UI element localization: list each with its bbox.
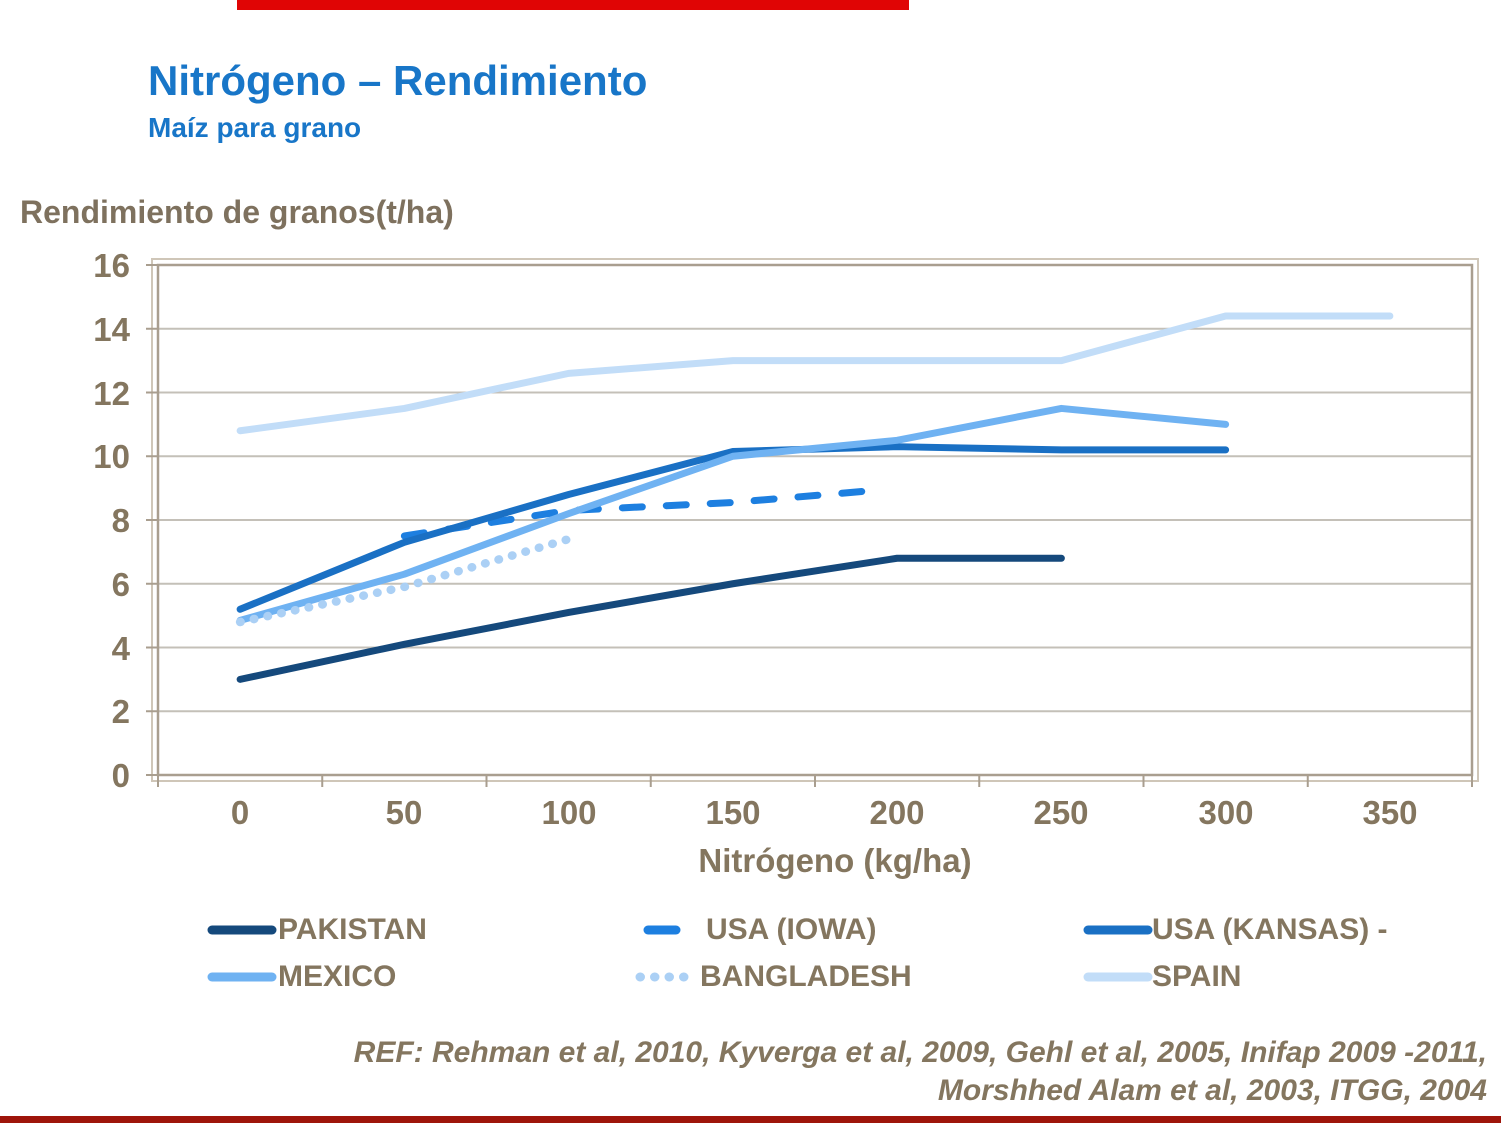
legend-item-usa-iowa: USA (IOWA) bbox=[706, 913, 877, 946]
y-tick-label: 0 bbox=[111, 757, 130, 794]
legend-item-mexico: MEXICO bbox=[278, 960, 397, 993]
y-tick-label: 4 bbox=[111, 630, 130, 667]
y-tick-label: 16 bbox=[93, 247, 130, 284]
y-axis-title: Rendimiento de granos(t/ha) bbox=[20, 194, 454, 230]
slide-subtitle: Maíz para grano bbox=[148, 112, 362, 143]
legend-swatch-spain bbox=[1083, 972, 1153, 982]
x-tick-label: 300 bbox=[1198, 794, 1254, 831]
x-tick-label: 350 bbox=[1362, 794, 1418, 831]
reference-line-2: Morshhed Alam et al, 2003, ITGG, 2004 bbox=[937, 1074, 1487, 1107]
x-tick-label: 200 bbox=[869, 794, 925, 831]
y-tick-label: 6 bbox=[111, 566, 130, 603]
top-red-accent-bar bbox=[237, 0, 909, 10]
legend-swatch-mexico bbox=[207, 972, 277, 982]
y-tick-label: 2 bbox=[111, 693, 130, 730]
legend-swatch-usa-iowa bbox=[643, 925, 681, 935]
x-tick-label: 250 bbox=[1033, 794, 1089, 831]
legend-swatch-usa-kansas bbox=[1083, 925, 1153, 935]
legend-item-pakistan: PAKISTAN bbox=[278, 913, 427, 946]
y-tick-label: 10 bbox=[93, 438, 130, 475]
y-tick-label: 8 bbox=[111, 502, 130, 539]
x-tick-label: 150 bbox=[705, 794, 761, 831]
x-axis-title: Nitrógeno (kg/ha) bbox=[698, 842, 972, 879]
legend-item-spain: SPAIN bbox=[1152, 960, 1242, 993]
slide-title: Nitrógeno – Rendimiento bbox=[148, 57, 648, 104]
legend-swatch-bangladesh bbox=[635, 972, 699, 982]
legend-item-usa-kansas: USA (KANSAS) - bbox=[1152, 913, 1388, 946]
reference-line-1: REF: Rehman et al, 2010, Kyverga et al, … bbox=[353, 1036, 1487, 1069]
x-tick-label: 0 bbox=[230, 794, 250, 831]
bottom-red-accent-bar bbox=[0, 1116, 1501, 1123]
legend-item-bangladesh: BANGLADESH bbox=[700, 960, 912, 993]
y-tick-label: 14 bbox=[93, 311, 130, 348]
legend-swatch-pakistan bbox=[207, 925, 277, 935]
x-tick-label: 50 bbox=[385, 794, 423, 831]
x-tick-label: 100 bbox=[541, 794, 597, 831]
y-tick-label: 12 bbox=[93, 375, 130, 412]
